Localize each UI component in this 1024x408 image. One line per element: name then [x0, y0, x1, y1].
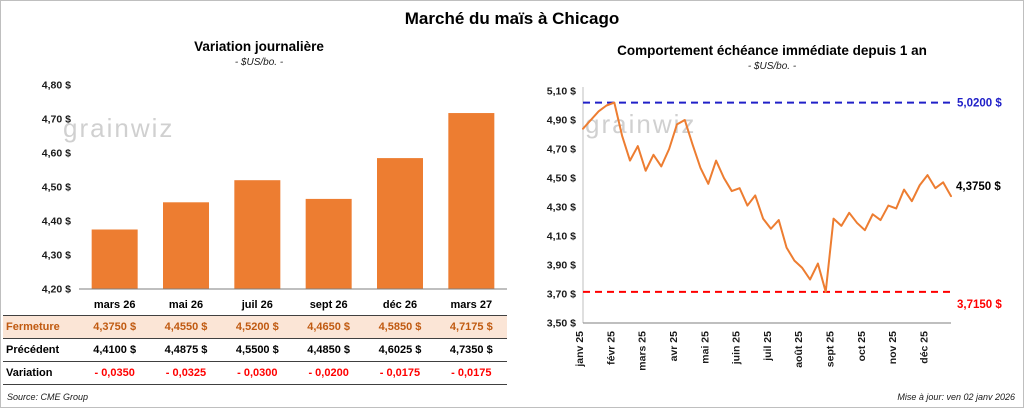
y-tick-label: 4,80 $	[42, 80, 71, 92]
x-tick-label: mai 25	[699, 331, 711, 364]
table-row-precedent: Précédent 4,4100 $ 4,4875 $ 4,5500 $ 4,4…	[3, 339, 507, 362]
bar-chart-title: Variation journalière	[194, 39, 324, 54]
y-tick-label: 5,10 $	[547, 86, 576, 98]
precedent-value: 4,6025 $	[378, 344, 422, 356]
fermeture-value: 4,5200 $	[235, 321, 279, 333]
month-header: mai 26	[168, 299, 204, 311]
table-row-variation: Variation - 0,0350 - 0,0325 - 0,0300 - 0…	[3, 362, 507, 385]
bar-sept-26	[305, 198, 352, 289]
y-tick-label: 4,90 $	[547, 115, 576, 127]
page-title: Marché du maïs à Chicago	[404, 9, 620, 28]
y-tick-label: 4,70 $	[547, 144, 576, 156]
x-tick-label: sept 25	[825, 331, 837, 367]
month-header: déc 26	[382, 299, 418, 311]
bar-déc-26	[377, 158, 423, 289]
x-tick-label: août 25	[793, 331, 805, 368]
y-tick-label: 4,10 $	[547, 231, 576, 243]
updated-note: Mise à jour: ven 02 janv 2026	[897, 392, 1015, 402]
row-label: Fermeture	[6, 321, 60, 333]
bar-mai-26	[163, 202, 209, 289]
bar-mars-27	[448, 113, 495, 289]
month-header: mars 27	[450, 299, 493, 311]
high-ref-label: 5,0200 $	[957, 98, 1002, 110]
price-line-series	[582, 101, 952, 293]
precedent-value: 4,4850 $	[307, 344, 351, 356]
x-tick-label: juil 25	[762, 331, 774, 362]
y-tick-label: 4,70 $	[42, 114, 71, 126]
bar-juil-26	[234, 180, 281, 289]
variation-value: - 0,0200	[308, 367, 349, 379]
source-note: Source: CME Group	[7, 392, 89, 402]
last-price-label: 4,3750 $	[956, 181, 1001, 193]
y-tick-label: 4,50 $	[42, 182, 71, 194]
x-tick-label: déc 25	[919, 331, 931, 364]
daily-variation-bar-chart: 4,20 $ 4,30 $ 4,40 $ 4,50 $ 4,60 $ 4,70 $ 4,80…	[42, 80, 507, 296]
month-header: sept 26	[309, 299, 348, 311]
y-tick-label: 4,30 $	[547, 202, 576, 214]
variation-value: - 0,0300	[237, 367, 278, 379]
x-tick-label: nov 25	[887, 331, 899, 364]
fermeture-value: 4,4550 $	[164, 321, 208, 333]
one-year-price-line-chart: 3,50 $ 3,70 $ 3,90 $ 4,10 $ 4,30 $ 4,50 $ 4,70…	[547, 86, 1003, 371]
precedent-value: 4,4100 $	[93, 344, 137, 356]
futures-table: mars 26 mai 26 juil 26 sept 26 déc 26 ma…	[3, 295, 507, 385]
y-tick-label: 3,50 $	[547, 318, 576, 330]
fermeture-value: 4,5850 $	[378, 321, 422, 333]
fermeture-value: 4,7175 $	[449, 321, 493, 333]
precedent-value: 4,5500 $	[235, 344, 279, 356]
x-tick-label: juin 25	[731, 331, 743, 365]
y-tick-label: 4,40 $	[42, 216, 71, 228]
x-tick-label: avr 25	[668, 331, 680, 362]
fermeture-value: 4,3750 $	[93, 321, 137, 333]
low-ref-label: 3,7150 $	[957, 299, 1002, 311]
y-tick-label: 4,30 $	[42, 250, 71, 262]
x-tick-label: janv 25	[574, 331, 586, 368]
y-tick-label: 3,90 $	[547, 260, 576, 272]
x-tick-label: févr 25	[605, 331, 617, 365]
months-header-row: mars 26 mai 26 juil 26 sept 26 déc 26 ma…	[3, 295, 507, 315]
precedent-value: 4,7350 $	[449, 344, 493, 356]
bar-chart-subtitle: - $US/bo. -	[234, 57, 284, 68]
row-label: Précédent	[6, 344, 60, 356]
bar-mars-26	[91, 229, 138, 289]
month-header: juil 26	[241, 299, 273, 311]
variation-value: - 0,0350	[94, 367, 135, 379]
table-row-fermeture: Fermeture 4,3750 $ 4,4550 $ 4,5200 $ 4,4…	[3, 315, 507, 339]
row-label: Variation	[6, 367, 53, 379]
line-chart-subtitle: - $US/bo. -	[747, 61, 797, 72]
y-tick-label: 4,60 $	[42, 148, 71, 160]
variation-value: - 0,0175	[451, 367, 492, 379]
fermeture-value: 4,4650 $	[307, 321, 351, 333]
variation-value: - 0,0325	[165, 367, 207, 379]
line-chart-title: Comportement échéance immédiate depuis 1…	[617, 43, 927, 58]
month-header: mars 26	[93, 299, 136, 311]
x-tick-label: mars 25	[637, 331, 649, 371]
y-tick-label: 4,50 $	[547, 173, 576, 185]
variation-value: - 0,0175	[379, 367, 421, 379]
x-tick-label: oct 25	[856, 331, 868, 362]
y-tick-label: 3,70 $	[547, 289, 576, 301]
y-tick-label: 4,20 $	[42, 284, 71, 296]
precedent-value: 4,4875 $	[164, 344, 208, 356]
